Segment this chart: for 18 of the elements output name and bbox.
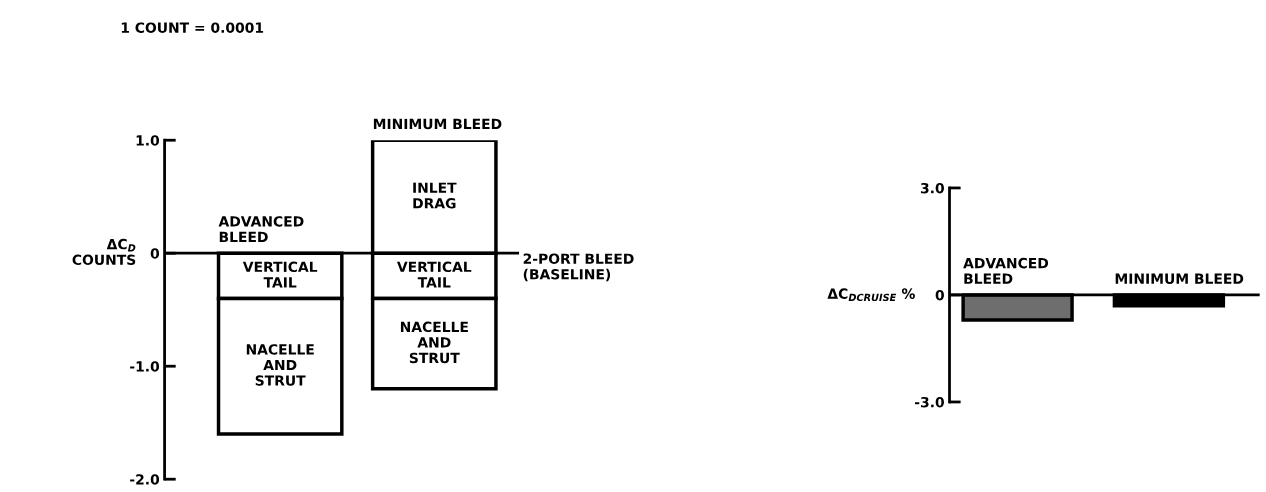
series-label: NACELLE AND STRUT (400, 321, 468, 364)
text: 1 COUNT = 0.0001 (121, 22, 264, 33)
y-tick-label: 0 (150, 248, 160, 259)
y-tick-label: -1.0 (130, 361, 160, 372)
category-label: ADVANCED BLEED (963, 257, 1049, 284)
y-tick-label: -2.0 (130, 474, 160, 485)
text: VERTICAL TAIL (396, 261, 472, 288)
y-tick-label: 3.0 (920, 182, 944, 194)
y-axis-title: ΔC$_{DCRUISE}$ % (827, 288, 915, 302)
y-tick-label: 1.0 (136, 135, 160, 146)
series-label: VERTICAL TAIL (242, 261, 318, 288)
category-label: MINIMUM BLEED (1115, 273, 1244, 284)
y-axis-title: ΔC$_{D}$ COUNTS (72, 238, 136, 266)
text: NACELLE AND STRUT (246, 344, 314, 386)
series-label: INLET DRAG (413, 182, 457, 209)
ref-line-label: 2-PORT BLEED (BASELINE) (523, 253, 634, 282)
y-tick-label: 0 (935, 289, 944, 301)
y-tick-label: -3.0 (915, 396, 944, 408)
